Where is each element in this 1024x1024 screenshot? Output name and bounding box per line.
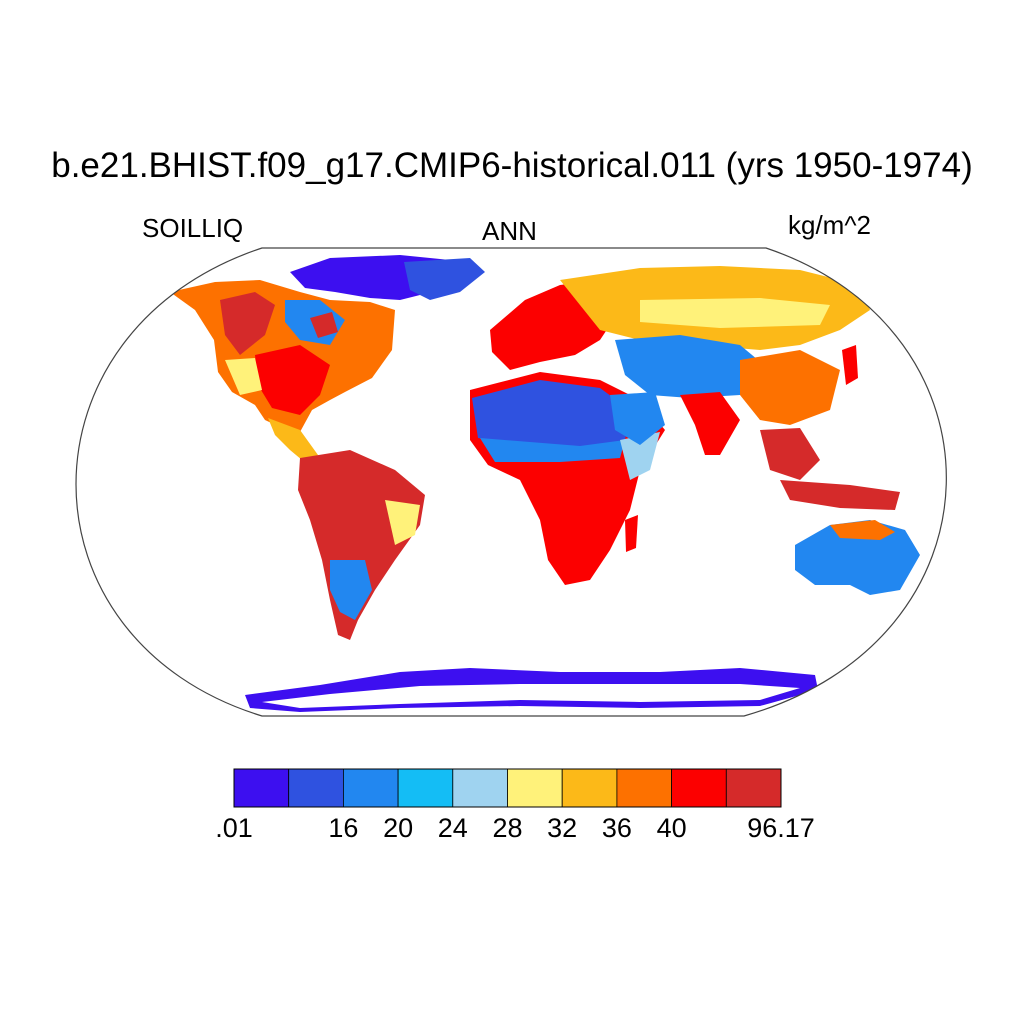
colorbar-swatch-9 (725, 768, 782, 808)
colorbar-tick-label: 20 (383, 813, 414, 843)
colorbar-swatch-6 (561, 768, 618, 808)
colorbar (233, 768, 782, 808)
colorbar-tick-label: 36 (601, 813, 632, 843)
colorbar-swatch-5 (507, 768, 563, 808)
east-asia (740, 350, 840, 425)
colorbar-tick-label: 96.17 (747, 813, 815, 843)
colorbar-tick-label: 16 (328, 813, 359, 843)
greenland (404, 258, 485, 300)
sahel (480, 438, 625, 462)
colorbar-tick-label: 24 (437, 813, 468, 843)
colorbar-tick-label: 40 (656, 813, 687, 843)
central-america (268, 418, 318, 465)
arabia (610, 392, 665, 445)
colorbar-swatch-1 (288, 768, 344, 808)
south-america-coast (385, 500, 420, 545)
japan (842, 345, 858, 385)
africa-east (620, 432, 660, 480)
south-asia (680, 392, 740, 455)
north-america-east (255, 345, 330, 415)
southeast-asia (760, 428, 820, 480)
antarctica-interior (262, 684, 800, 708)
siberia-band (640, 298, 830, 328)
colorbar-swatch-7 (616, 768, 673, 808)
variable-label: SOILLIQ (142, 213, 244, 243)
colorbar-frame (233, 768, 782, 808)
season-label: ANN (482, 216, 537, 246)
units-label: kg/m^2 (788, 210, 872, 240)
madagascar (625, 515, 638, 552)
colorbar-swatch-8 (671, 768, 727, 808)
indonesia (780, 480, 900, 510)
colorbar-swatch-4 (452, 768, 508, 808)
colorbar-swatch-3 (397, 768, 454, 808)
colorbar-tick-label: 28 (492, 813, 523, 843)
new-zealand (905, 588, 940, 618)
plot-title: b.e21.BHIST.f09_g17.CMIP6-historical.011… (51, 146, 973, 185)
north-america-wet (220, 292, 275, 355)
south-america (298, 450, 425, 640)
australia-north-coast (830, 520, 895, 540)
australia (795, 520, 920, 595)
land-fields (170, 255, 940, 712)
map-outline (75, 247, 947, 717)
central-asia (615, 335, 770, 398)
colorbar-swatch-2 (342, 768, 399, 808)
south-america-south (330, 560, 372, 620)
great-plains (225, 358, 262, 395)
hudson-bay (310, 312, 338, 338)
sahara-desert (472, 380, 630, 448)
colorbar-tick-label: 32 (547, 813, 578, 843)
colorbar-swatch-0 (233, 768, 290, 808)
colorbar-tick-label: .01 (215, 813, 253, 843)
